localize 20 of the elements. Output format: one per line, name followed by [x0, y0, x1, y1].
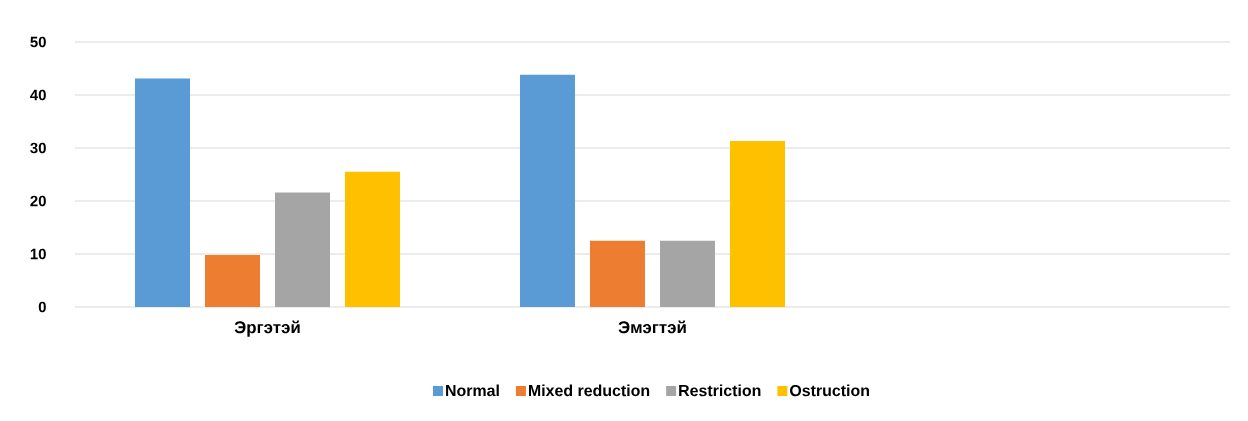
bar	[729, 141, 785, 307]
legend-label: Ostruction	[790, 384, 869, 397]
legend-label: Normal	[446, 384, 499, 397]
y-tick-label: 0	[38, 301, 46, 313]
y-tick-label: 50	[30, 36, 46, 48]
bar	[589, 240, 645, 307]
x-tick-label: Эмэгтэй	[618, 320, 686, 334]
bar	[345, 171, 400, 307]
bar	[205, 255, 260, 307]
legend-label: Mixed reduction	[528, 384, 650, 397]
y-tick-label: 30	[30, 142, 46, 154]
y-tick-label: 40	[30, 89, 46, 101]
legend-label: Restriction	[679, 384, 761, 397]
bar	[135, 78, 190, 307]
bar	[275, 192, 330, 307]
bar	[659, 240, 715, 307]
y-tick-label: 10	[30, 248, 46, 260]
bar	[519, 74, 575, 307]
y-tick-label: 20	[30, 195, 46, 207]
x-tick-label: Эргэтэй	[234, 320, 300, 337]
